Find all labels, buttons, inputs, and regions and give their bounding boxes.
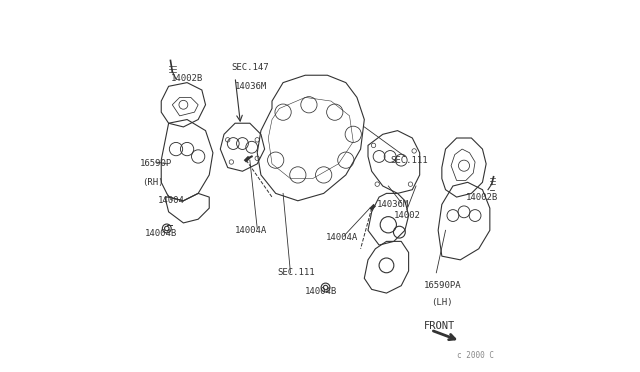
Text: 14002B: 14002B: [466, 193, 498, 202]
Text: 14002B: 14002B: [170, 74, 203, 83]
Text: FRONT: FRONT: [424, 321, 454, 331]
Text: 14004B: 14004B: [145, 230, 177, 238]
Text: 14002: 14002: [394, 211, 420, 220]
Text: 16590PA: 16590PA: [424, 281, 461, 290]
Text: 14004B: 14004B: [305, 287, 337, 296]
Text: 16590P: 16590P: [140, 159, 172, 169]
Text: 14036M: 14036M: [377, 200, 410, 209]
Text: (LH): (LH): [431, 298, 452, 307]
Text: (RH): (RH): [142, 178, 164, 187]
Text: SEC.111: SEC.111: [278, 268, 315, 277]
Text: 14004A: 14004A: [326, 233, 358, 242]
Text: 14036M: 14036M: [235, 82, 268, 91]
Text: 14004: 14004: [157, 196, 184, 205]
Text: SEC.147: SEC.147: [232, 63, 269, 72]
Text: 14004A: 14004A: [235, 226, 268, 235]
Text: SEC.111: SEC.111: [390, 155, 428, 165]
Text: c 2000 C: c 2000 C: [456, 351, 493, 360]
